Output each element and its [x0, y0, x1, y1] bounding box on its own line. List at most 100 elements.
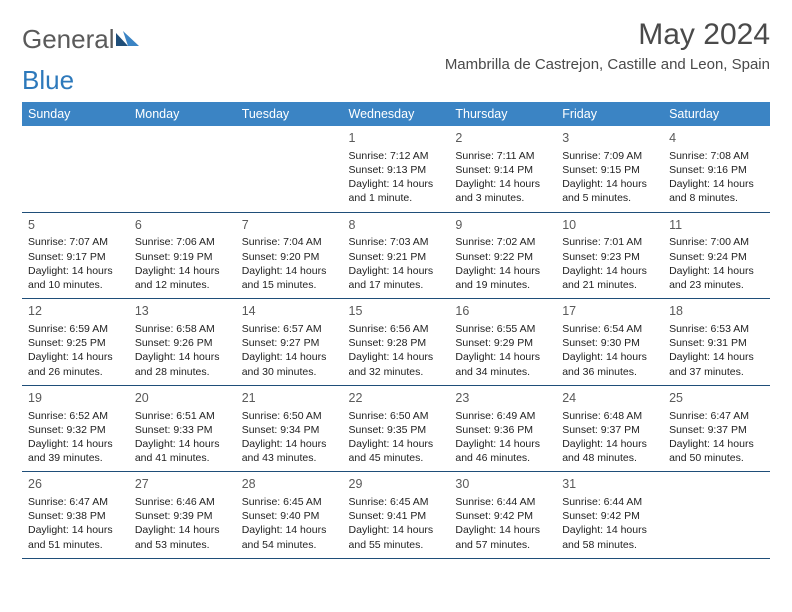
- sunrise-line: Sunrise: 6:47 AM: [28, 495, 123, 509]
- month-title: May 2024: [445, 18, 770, 52]
- day-number: 22: [349, 390, 444, 407]
- sunrise-line: Sunrise: 6:58 AM: [135, 322, 230, 336]
- sunset-line: Sunset: 9:42 PM: [562, 509, 657, 523]
- day-number: 10: [562, 217, 657, 234]
- sunrise-line: Sunrise: 7:12 AM: [349, 149, 444, 163]
- day-cell: 11Sunrise: 7:00 AMSunset: 9:24 PMDayligh…: [663, 212, 770, 299]
- day-number: 25: [669, 390, 764, 407]
- daylight-line: Daylight: 14 hours and 45 minutes.: [349, 437, 444, 465]
- sunset-line: Sunset: 9:14 PM: [455, 163, 550, 177]
- sunset-line: Sunset: 9:28 PM: [349, 336, 444, 350]
- daylight-line: Daylight: 14 hours and 50 minutes.: [669, 437, 764, 465]
- day-cell: 23Sunrise: 6:49 AMSunset: 9:36 PMDayligh…: [449, 385, 556, 472]
- day-number: 7: [242, 217, 337, 234]
- day-cell: [22, 126, 129, 212]
- day-cell: 18Sunrise: 6:53 AMSunset: 9:31 PMDayligh…: [663, 299, 770, 386]
- day-cell: 14Sunrise: 6:57 AMSunset: 9:27 PMDayligh…: [236, 299, 343, 386]
- sunset-line: Sunset: 9:37 PM: [562, 423, 657, 437]
- daylight-line: Daylight: 14 hours and 58 minutes.: [562, 523, 657, 551]
- calendar-table: Sunday Monday Tuesday Wednesday Thursday…: [22, 102, 770, 559]
- day-cell: 30Sunrise: 6:44 AMSunset: 9:42 PMDayligh…: [449, 472, 556, 559]
- calendar-week-row: 26Sunrise: 6:47 AMSunset: 9:38 PMDayligh…: [22, 472, 770, 559]
- sunrise-line: Sunrise: 6:45 AM: [242, 495, 337, 509]
- day-cell: [663, 472, 770, 559]
- daylight-line: Daylight: 14 hours and 15 minutes.: [242, 264, 337, 292]
- daylight-line: Daylight: 14 hours and 36 minutes.: [562, 350, 657, 378]
- day-number: 23: [455, 390, 550, 407]
- dow-tuesday: Tuesday: [236, 102, 343, 126]
- dow-saturday: Saturday: [663, 102, 770, 126]
- sunrise-line: Sunrise: 6:50 AM: [242, 409, 337, 423]
- daylight-line: Daylight: 14 hours and 28 minutes.: [135, 350, 230, 378]
- dow-sunday: Sunday: [22, 102, 129, 126]
- sunset-line: Sunset: 9:13 PM: [349, 163, 444, 177]
- day-cell: 13Sunrise: 6:58 AMSunset: 9:26 PMDayligh…: [129, 299, 236, 386]
- sunrise-line: Sunrise: 7:11 AM: [455, 149, 550, 163]
- sunrise-line: Sunrise: 7:01 AM: [562, 235, 657, 249]
- day-cell: 9Sunrise: 7:02 AMSunset: 9:22 PMDaylight…: [449, 212, 556, 299]
- sunset-line: Sunset: 9:38 PM: [28, 509, 123, 523]
- sunset-line: Sunset: 9:26 PM: [135, 336, 230, 350]
- day-cell: 2Sunrise: 7:11 AMSunset: 9:14 PMDaylight…: [449, 126, 556, 212]
- day-number: 16: [455, 303, 550, 320]
- sunset-line: Sunset: 9:41 PM: [349, 509, 444, 523]
- sunset-line: Sunset: 9:31 PM: [669, 336, 764, 350]
- calendar-week-row: 19Sunrise: 6:52 AMSunset: 9:32 PMDayligh…: [22, 385, 770, 472]
- daylight-line: Daylight: 14 hours and 43 minutes.: [242, 437, 337, 465]
- daylight-line: Daylight: 14 hours and 1 minute.: [349, 177, 444, 205]
- sunset-line: Sunset: 9:23 PM: [562, 250, 657, 264]
- day-cell: 8Sunrise: 7:03 AMSunset: 9:21 PMDaylight…: [343, 212, 450, 299]
- day-cell: 26Sunrise: 6:47 AMSunset: 9:38 PMDayligh…: [22, 472, 129, 559]
- daylight-line: Daylight: 14 hours and 12 minutes.: [135, 264, 230, 292]
- sunset-line: Sunset: 9:36 PM: [455, 423, 550, 437]
- daylight-line: Daylight: 14 hours and 55 minutes.: [349, 523, 444, 551]
- day-number: 21: [242, 390, 337, 407]
- daylight-line: Daylight: 14 hours and 10 minutes.: [28, 264, 123, 292]
- day-cell: 16Sunrise: 6:55 AMSunset: 9:29 PMDayligh…: [449, 299, 556, 386]
- daylight-line: Daylight: 14 hours and 37 minutes.: [669, 350, 764, 378]
- location-text: Mambrilla de Castrejon, Castille and Leo…: [445, 56, 770, 73]
- sunset-line: Sunset: 9:20 PM: [242, 250, 337, 264]
- sunrise-line: Sunrise: 7:07 AM: [28, 235, 123, 249]
- day-number: 31: [562, 476, 657, 493]
- day-cell: [236, 126, 343, 212]
- day-number: 20: [135, 390, 230, 407]
- sunrise-line: Sunrise: 6:45 AM: [349, 495, 444, 509]
- brand-logo: General: [22, 18, 143, 55]
- daylight-line: Daylight: 14 hours and 53 minutes.: [135, 523, 230, 551]
- sunset-line: Sunset: 9:19 PM: [135, 250, 230, 264]
- sunrise-line: Sunrise: 6:46 AM: [135, 495, 230, 509]
- day-cell: 25Sunrise: 6:47 AMSunset: 9:37 PMDayligh…: [663, 385, 770, 472]
- sunset-line: Sunset: 9:37 PM: [669, 423, 764, 437]
- sunrise-line: Sunrise: 6:54 AM: [562, 322, 657, 336]
- sunrise-line: Sunrise: 7:04 AM: [242, 235, 337, 249]
- day-cell: 10Sunrise: 7:01 AMSunset: 9:23 PMDayligh…: [556, 212, 663, 299]
- day-number: 18: [669, 303, 764, 320]
- daylight-line: Daylight: 14 hours and 17 minutes.: [349, 264, 444, 292]
- sunrise-line: Sunrise: 6:51 AM: [135, 409, 230, 423]
- sunrise-line: Sunrise: 7:09 AM: [562, 149, 657, 163]
- sunset-line: Sunset: 9:25 PM: [28, 336, 123, 350]
- sunset-line: Sunset: 9:16 PM: [669, 163, 764, 177]
- sunset-line: Sunset: 9:15 PM: [562, 163, 657, 177]
- day-number: 14: [242, 303, 337, 320]
- daylight-line: Daylight: 14 hours and 26 minutes.: [28, 350, 123, 378]
- daylight-line: Daylight: 14 hours and 3 minutes.: [455, 177, 550, 205]
- dow-friday: Friday: [556, 102, 663, 126]
- sunset-line: Sunset: 9:17 PM: [28, 250, 123, 264]
- sunrise-line: Sunrise: 6:55 AM: [455, 322, 550, 336]
- calendar-week-row: 1Sunrise: 7:12 AMSunset: 9:13 PMDaylight…: [22, 126, 770, 212]
- day-cell: 1Sunrise: 7:12 AMSunset: 9:13 PMDaylight…: [343, 126, 450, 212]
- daylight-line: Daylight: 14 hours and 30 minutes.: [242, 350, 337, 378]
- calendar-page: General May 2024 Mambrilla de Castrejon,…: [0, 0, 792, 569]
- daylight-line: Daylight: 14 hours and 54 minutes.: [242, 523, 337, 551]
- sunrise-line: Sunrise: 7:06 AM: [135, 235, 230, 249]
- daylight-line: Daylight: 14 hours and 32 minutes.: [349, 350, 444, 378]
- day-number: 19: [28, 390, 123, 407]
- sunrise-line: Sunrise: 7:00 AM: [669, 235, 764, 249]
- sunrise-line: Sunrise: 6:49 AM: [455, 409, 550, 423]
- day-number: 28: [242, 476, 337, 493]
- day-cell: 4Sunrise: 7:08 AMSunset: 9:16 PMDaylight…: [663, 126, 770, 212]
- calendar-body: 1Sunrise: 7:12 AMSunset: 9:13 PMDaylight…: [22, 126, 770, 558]
- daylight-line: Daylight: 14 hours and 34 minutes.: [455, 350, 550, 378]
